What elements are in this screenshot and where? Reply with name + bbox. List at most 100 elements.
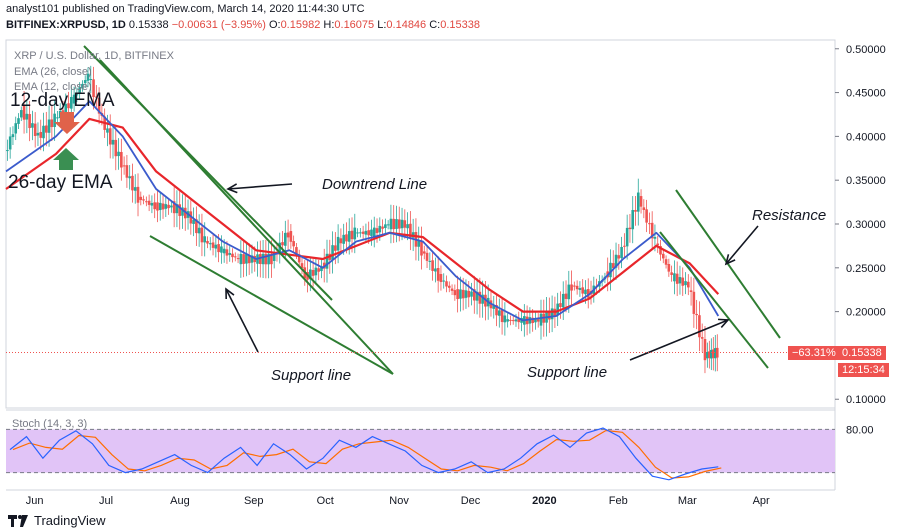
candle-body bbox=[61, 110, 65, 113]
candle-body bbox=[400, 219, 404, 229]
candle-body bbox=[208, 243, 212, 245]
candle-body bbox=[22, 104, 26, 120]
candle-body bbox=[392, 218, 396, 230]
candle-body bbox=[650, 222, 654, 239]
candle-body bbox=[117, 151, 120, 157]
candle-body bbox=[267, 253, 270, 265]
candle-body bbox=[395, 219, 398, 229]
candle-body bbox=[698, 315, 701, 338]
candle-body bbox=[653, 237, 657, 239]
candle-body bbox=[509, 319, 512, 321]
stoch-k-line bbox=[9, 427, 719, 481]
y-tick-label: 0.50000 bbox=[846, 44, 886, 56]
candle-body bbox=[625, 227, 629, 247]
candle-body bbox=[384, 224, 387, 229]
candle-body bbox=[712, 349, 715, 358]
candle-body bbox=[284, 232, 287, 246]
candle-body bbox=[609, 262, 612, 278]
candle-body bbox=[453, 290, 457, 296]
candle-body bbox=[461, 289, 465, 299]
candle-body bbox=[686, 281, 690, 288]
annotation-support-right: Support line bbox=[527, 364, 608, 381]
candle-body bbox=[17, 118, 20, 124]
candle-body bbox=[367, 230, 370, 236]
downtrend-line-2 bbox=[99, 59, 394, 375]
y-tick-label: 0.25000 bbox=[846, 263, 886, 275]
close-label: C: bbox=[429, 19, 441, 31]
candle-body bbox=[450, 288, 454, 291]
legend-title: XRP / U.S. Dollar, 1D, BITFINEX bbox=[14, 50, 174, 62]
candle-body bbox=[575, 285, 579, 290]
footer[interactable]: TradingView bbox=[8, 513, 106, 528]
x-tick-label: Apr bbox=[753, 495, 770, 507]
candle-body bbox=[498, 310, 501, 316]
candle-body bbox=[578, 288, 582, 290]
high-label: H: bbox=[323, 19, 335, 31]
candle-body bbox=[270, 253, 273, 265]
candle-body bbox=[214, 244, 218, 249]
candle-body bbox=[648, 223, 651, 225]
candle-body bbox=[586, 289, 590, 298]
candle-body bbox=[684, 281, 687, 286]
x-tick-label: Sep bbox=[244, 495, 264, 507]
candle-body bbox=[147, 200, 151, 205]
candle-body bbox=[378, 225, 382, 233]
candle-body bbox=[70, 96, 73, 109]
candle-body bbox=[517, 318, 521, 323]
candle-body bbox=[561, 293, 565, 308]
candle-body bbox=[581, 287, 584, 294]
candle-body bbox=[19, 110, 23, 118]
candle-body bbox=[456, 289, 459, 300]
candle-body bbox=[203, 236, 207, 243]
candle-body bbox=[278, 242, 282, 254]
candle-body bbox=[425, 252, 429, 261]
candle-body bbox=[211, 242, 215, 248]
candle-body bbox=[139, 196, 143, 201]
candle-body bbox=[634, 209, 637, 212]
arrow-support-left bbox=[225, 288, 259, 353]
candle-body bbox=[120, 151, 123, 168]
candle-body bbox=[128, 176, 131, 179]
x-tick-label: Jun bbox=[26, 495, 44, 507]
candle-body bbox=[236, 258, 240, 260]
annotation-ema26: 26-day EMA bbox=[8, 172, 113, 193]
candle-body bbox=[222, 248, 226, 254]
x-tick-label: Aug bbox=[170, 495, 190, 507]
ema26-line bbox=[5, 117, 720, 313]
arrow-downtrend bbox=[227, 183, 293, 190]
candle-body bbox=[706, 351, 709, 359]
candle-body bbox=[559, 303, 562, 307]
ema-cross-down-marker bbox=[54, 112, 80, 134]
candle-body bbox=[656, 243, 660, 246]
stoch-band bbox=[6, 429, 835, 473]
x-tick-label: Dec bbox=[461, 495, 481, 507]
low-value: 0.14846 bbox=[386, 19, 427, 31]
candle-body bbox=[153, 202, 156, 210]
candle-body bbox=[56, 117, 59, 119]
candle-body bbox=[678, 277, 682, 284]
candle-body bbox=[667, 264, 671, 272]
x-tick-label: Oct bbox=[317, 495, 334, 507]
candle-body bbox=[334, 245, 337, 251]
candle-body bbox=[695, 313, 698, 316]
candle-body bbox=[136, 186, 140, 203]
candle-body bbox=[297, 254, 301, 263]
candle-body bbox=[233, 256, 237, 258]
candle-body bbox=[245, 254, 248, 264]
y-tick-label: 0.45000 bbox=[846, 88, 886, 100]
candle-body bbox=[295, 247, 298, 255]
candle-body bbox=[359, 232, 362, 234]
candle-body bbox=[370, 229, 373, 236]
candle-body bbox=[689, 290, 693, 292]
x-tick-label: Nov bbox=[389, 495, 409, 507]
candle-body bbox=[228, 252, 232, 255]
candle-body bbox=[536, 319, 540, 322]
candle-body bbox=[197, 227, 201, 234]
candle-body bbox=[111, 139, 115, 145]
candle-body bbox=[220, 246, 223, 253]
footer-brand: TradingView bbox=[34, 513, 106, 528]
candle-body bbox=[345, 234, 348, 242]
support-line-left bbox=[149, 235, 394, 375]
candle-body bbox=[311, 269, 315, 276]
